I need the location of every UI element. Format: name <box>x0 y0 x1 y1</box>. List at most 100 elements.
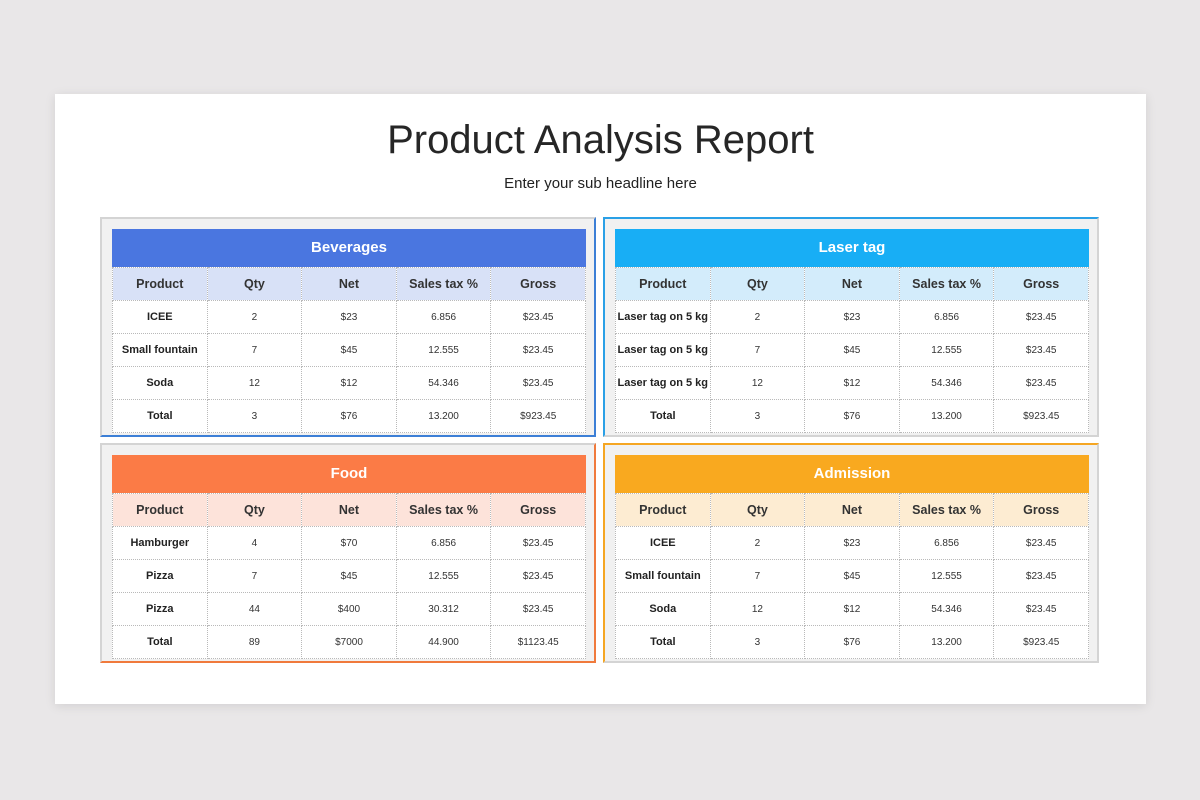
tables-grid: Beverages Product Qty Net Sales tax % Gross IC… <box>100 217 1101 664</box>
value-cell: $76 <box>804 399 900 433</box>
table-card: Beverages Product Qty Net Sales tax % Gross IC… <box>112 229 586 433</box>
value-cell: 30.312 <box>395 592 492 626</box>
column-header: Qty <box>206 267 303 301</box>
table-header-row: Product Qty Net Sales tax % Gross <box>615 267 1089 301</box>
product-cell: ICEE <box>112 300 208 334</box>
value-cell: $45 <box>804 559 900 593</box>
table-row: Hamburger 4 $70 6.856 $23.45 <box>112 526 586 560</box>
table-panel: Laser tag Product Qty Net Sales tax % Gross La… <box>603 217 1099 437</box>
value-cell: 3 <box>206 399 303 433</box>
value-cell: $923.45 <box>993 399 1089 433</box>
product-cell: Laser tag on 5 kg <box>615 333 711 367</box>
table-title: Beverages <box>112 229 586 267</box>
value-cell: 6.856 <box>395 300 492 334</box>
table-card: Laser tag Product Qty Net Sales tax % Gross La… <box>615 229 1089 433</box>
table-header-row: Product Qty Net Sales tax % Gross <box>112 493 586 527</box>
table-header-row: Product Qty Net Sales tax % Gross <box>615 493 1089 527</box>
column-header: Net <box>301 267 397 301</box>
total-row: Total 3 $76 13.200 $923.45 <box>112 399 586 433</box>
column-header: Qty <box>709 493 806 527</box>
table-row: Small fountain 7 $45 12.555 $23.45 <box>615 559 1089 593</box>
value-cell: $23.45 <box>993 366 1089 400</box>
slide: Product Analysis Report Enter your sub h… <box>55 94 1146 704</box>
column-header: Product <box>615 267 711 301</box>
product-cell: Laser tag on 5 kg <box>615 300 711 334</box>
total-row: Total 3 $76 13.200 $923.45 <box>615 625 1089 659</box>
value-cell: 3 <box>709 625 806 659</box>
value-cell: 12.555 <box>898 333 995 367</box>
value-cell: $12 <box>804 366 900 400</box>
column-header: Sales tax % <box>898 493 995 527</box>
value-cell: 54.346 <box>898 366 995 400</box>
value-cell: 6.856 <box>898 526 995 560</box>
value-cell: 54.346 <box>898 592 995 626</box>
value-cell: 12 <box>709 366 806 400</box>
value-cell: $23.45 <box>490 333 586 367</box>
product-cell: Laser tag on 5 kg <box>615 366 711 400</box>
value-cell: 12.555 <box>395 333 492 367</box>
column-header: Product <box>112 267 208 301</box>
value-cell: $23 <box>301 300 397 334</box>
column-header: Gross <box>490 493 586 527</box>
value-cell: 6.856 <box>898 300 995 334</box>
product-cell: Soda <box>615 592 711 626</box>
value-cell: $45 <box>301 559 397 593</box>
value-cell: $45 <box>301 333 397 367</box>
column-header: Net <box>804 267 900 301</box>
product-cell: Hamburger <box>112 526 208 560</box>
column-header: Sales tax % <box>898 267 995 301</box>
table-title: Food <box>112 455 586 493</box>
value-cell: 54.346 <box>395 366 492 400</box>
value-cell: 7 <box>206 333 303 367</box>
table-card: Admission Product Qty Net Sales tax % Gross IC… <box>615 455 1089 659</box>
table-panel: Food Product Qty Net Sales tax % Gross Hamburg… <box>100 443 596 663</box>
table-row: Pizza 44 $400 30.312 $23.45 <box>112 592 586 626</box>
value-cell: $12 <box>301 366 397 400</box>
product-cell: Pizza <box>112 559 208 593</box>
column-header: Qty <box>709 267 806 301</box>
value-cell: $1123.45 <box>490 625 586 659</box>
product-cell: Total <box>112 399 208 433</box>
product-cell: Soda <box>112 366 208 400</box>
value-cell: $23.45 <box>490 526 586 560</box>
page-subtitle: Enter your sub headline here <box>504 175 697 192</box>
value-cell: $23.45 <box>490 300 586 334</box>
value-cell: 2 <box>709 300 806 334</box>
value-cell: 12 <box>206 366 303 400</box>
page-title: Product Analysis Report <box>387 118 814 162</box>
table-row: Pizza 7 $45 12.555 $23.45 <box>112 559 586 593</box>
value-cell: $7000 <box>301 625 397 659</box>
value-cell: $923.45 <box>490 399 586 433</box>
table-panel: Beverages Product Qty Net Sales tax % Gross IC… <box>100 217 596 437</box>
value-cell: $23.45 <box>490 592 586 626</box>
product-cell: Total <box>615 625 711 659</box>
value-cell: 6.856 <box>395 526 492 560</box>
value-cell: $23 <box>804 300 900 334</box>
value-cell: 2 <box>709 526 806 560</box>
total-row: Total 3 $76 13.200 $923.45 <box>615 399 1089 433</box>
total-row: Total 89 $7000 44.900 $1123.45 <box>112 625 586 659</box>
table-card: Food Product Qty Net Sales tax % Gross Hamburg… <box>112 455 586 659</box>
value-cell: $23.45 <box>993 592 1089 626</box>
value-cell: 7 <box>709 333 806 367</box>
product-cell: Small fountain <box>615 559 711 593</box>
value-cell: 13.200 <box>395 399 492 433</box>
value-cell: $23.45 <box>993 333 1089 367</box>
value-cell: 7 <box>709 559 806 593</box>
table-row: Small fountain 7 $45 12.555 $23.45 <box>112 333 586 367</box>
value-cell: $23.45 <box>993 559 1089 593</box>
product-table: Product Qty Net Sales tax % Gross ICEE 2 $23 6.8… <box>112 267 586 433</box>
value-cell: $45 <box>804 333 900 367</box>
value-cell: $23.45 <box>993 526 1089 560</box>
value-cell: 13.200 <box>898 625 995 659</box>
column-header: Gross <box>490 267 586 301</box>
column-header: Gross <box>993 493 1089 527</box>
column-header: Net <box>804 493 900 527</box>
table-title: Admission <box>615 455 1089 493</box>
column-header: Sales tax % <box>395 267 492 301</box>
table-row: Laser tag on 5 kg 2 $23 6.856 $23.45 <box>615 300 1089 334</box>
value-cell: 3 <box>709 399 806 433</box>
table-panel: Admission Product Qty Net Sales tax % Gross IC… <box>603 443 1099 663</box>
value-cell: $12 <box>804 592 900 626</box>
value-cell: $76 <box>301 399 397 433</box>
